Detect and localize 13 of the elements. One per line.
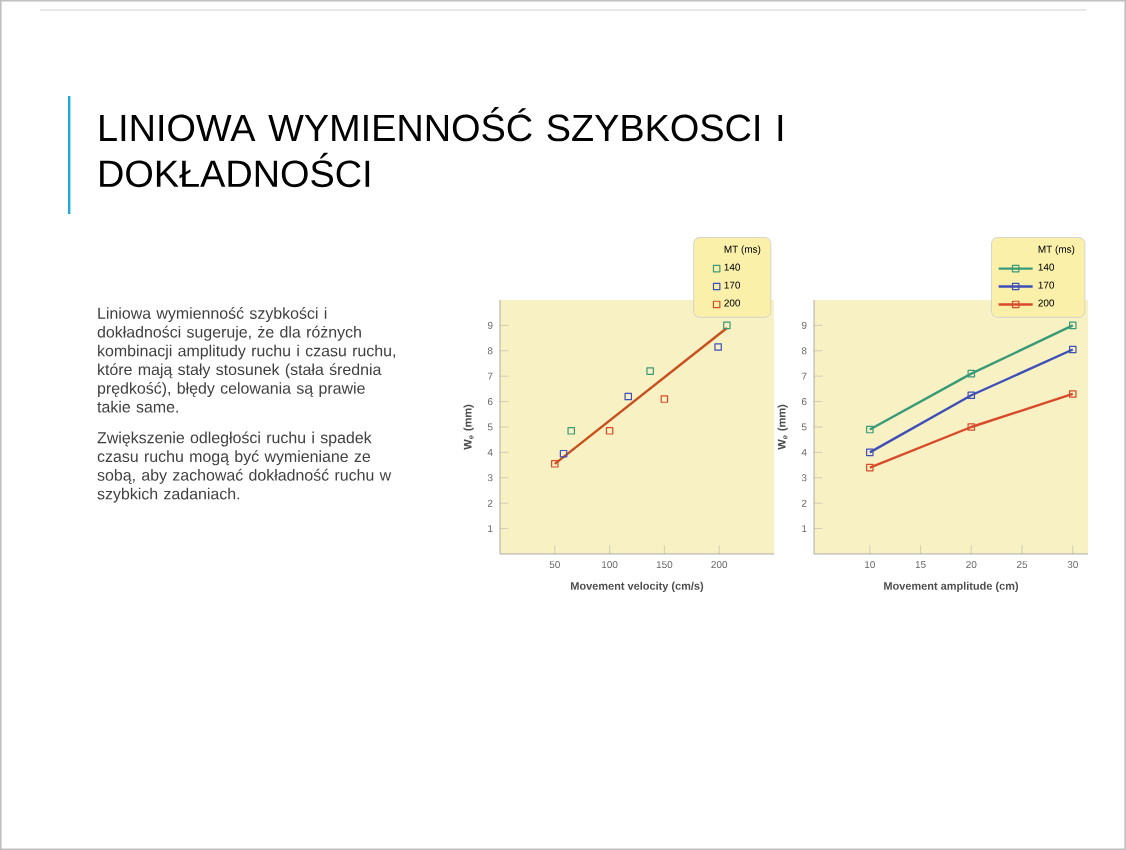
- point: [967, 369, 976, 378]
- point: [967, 391, 976, 400]
- point: [559, 449, 568, 458]
- point: [551, 460, 559, 468]
- point: [567, 427, 576, 435]
- text: LINIOWA WYMIENNOŚĆ SZYBKOSCI I DOKŁADNOŚCI: [100, 107, 783, 188]
- point: [967, 423, 976, 431]
- point: [714, 343, 722, 351]
- point: [605, 427, 614, 435]
- point: [624, 392, 633, 401]
- point: [660, 395, 669, 403]
- point: [723, 321, 731, 330]
- point: [646, 367, 654, 375]
